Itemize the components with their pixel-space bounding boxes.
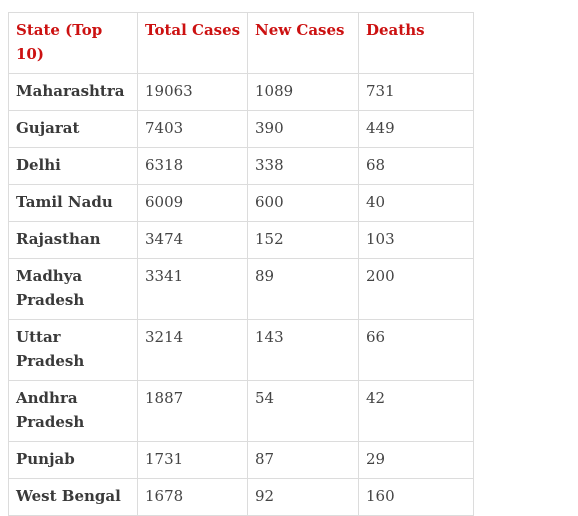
column-header-state: State (Top 10) — [8, 12, 138, 74]
total-cases-cell: 1731 — [137, 441, 248, 479]
table-row: West Bengal 1678 92 160 — [8, 478, 474, 516]
state-cell: Punjab — [8, 441, 138, 479]
table-row: Andhra Pradesh 1887 54 42 — [8, 380, 474, 442]
table-row: Gujarat 7403 390 449 — [8, 110, 474, 148]
table-header-row: State (Top 10) Total Cases New Cases Dea… — [8, 12, 474, 74]
column-header-total-cases: Total Cases — [137, 12, 248, 74]
new-cases-cell: 1089 — [247, 73, 359, 111]
table-row: Punjab 1731 87 29 — [8, 441, 474, 479]
column-header-new-cases: New Cases — [247, 12, 359, 74]
deaths-cell: 68 — [358, 147, 474, 185]
new-cases-cell: 600 — [247, 184, 359, 222]
total-cases-cell: 1678 — [137, 478, 248, 516]
total-cases-cell: 3341 — [137, 258, 248, 320]
deaths-cell: 160 — [358, 478, 474, 516]
new-cases-cell: 92 — [247, 478, 359, 516]
table-row: Rajasthan 3474 152 103 — [8, 221, 474, 259]
new-cases-cell: 390 — [247, 110, 359, 148]
deaths-cell: 731 — [358, 73, 474, 111]
new-cases-cell: 87 — [247, 441, 359, 479]
total-cases-cell: 7403 — [137, 110, 248, 148]
table-row: Maharashtra 19063 1089 731 — [8, 73, 474, 111]
total-cases-cell: 19063 — [137, 73, 248, 111]
deaths-cell: 449 — [358, 110, 474, 148]
state-cell: Maharashtra — [8, 73, 138, 111]
table-row: Tamil Nadu 6009 600 40 — [8, 184, 474, 222]
new-cases-cell: 143 — [247, 319, 359, 381]
deaths-cell: 40 — [358, 184, 474, 222]
state-cell: Gujarat — [8, 110, 138, 148]
new-cases-cell: 152 — [247, 221, 359, 259]
total-cases-cell: 3214 — [137, 319, 248, 381]
total-cases-cell: 6318 — [137, 147, 248, 185]
deaths-cell: 66 — [358, 319, 474, 381]
total-cases-cell: 3474 — [137, 221, 248, 259]
deaths-cell: 103 — [358, 221, 474, 259]
state-cell: Tamil Nadu — [8, 184, 138, 222]
state-cell: Rajasthan — [8, 221, 138, 259]
state-cell: Madhya Pradesh — [8, 258, 138, 320]
state-cell: Andhra Pradesh — [8, 380, 138, 442]
total-cases-cell: 1887 — [137, 380, 248, 442]
table-row: Delhi 6318 338 68 — [8, 147, 474, 185]
table-row: Madhya Pradesh 3341 89 200 — [8, 258, 474, 320]
state-cell: Uttar Pradesh — [8, 319, 138, 381]
deaths-cell: 42 — [358, 380, 474, 442]
deaths-cell: 200 — [358, 258, 474, 320]
column-header-deaths: Deaths — [358, 12, 474, 74]
table-row: Uttar Pradesh 3214 143 66 — [8, 319, 474, 381]
new-cases-cell: 54 — [247, 380, 359, 442]
new-cases-cell: 89 — [247, 258, 359, 320]
state-cases-table: State (Top 10) Total Cases New Cases Dea… — [8, 12, 474, 516]
deaths-cell: 29 — [358, 441, 474, 479]
new-cases-cell: 338 — [247, 147, 359, 185]
state-cell: Delhi — [8, 147, 138, 185]
state-cell: West Bengal — [8, 478, 138, 516]
total-cases-cell: 6009 — [137, 184, 248, 222]
